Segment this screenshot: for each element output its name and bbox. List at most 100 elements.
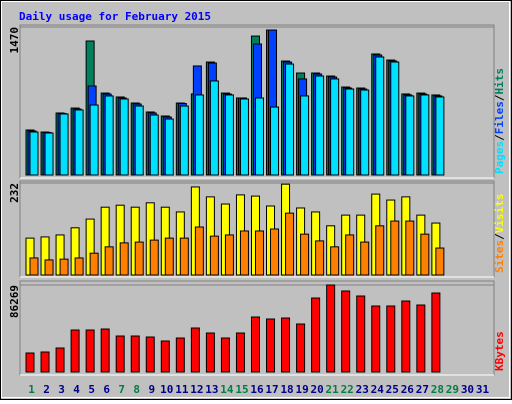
bar [29, 257, 39, 276]
bar [420, 94, 430, 176]
bar [239, 98, 249, 176]
bar [59, 258, 69, 276]
bar [405, 95, 415, 176]
legend: KBytes [493, 331, 506, 371]
bar [175, 337, 185, 373]
bar [134, 105, 144, 176]
bar [281, 317, 291, 373]
legend-entry: Sites [493, 240, 506, 273]
bar [209, 80, 219, 176]
bar [164, 237, 174, 276]
bar [285, 63, 295, 176]
frame-bevel [1, 1, 510, 398]
bar [345, 88, 355, 176]
bar [59, 113, 69, 176]
bar [254, 97, 264, 176]
bar [300, 233, 310, 276]
legend-entry: Pages [493, 141, 506, 174]
bar [115, 335, 125, 373]
bar [285, 212, 295, 276]
x-tick-label: 23 [356, 383, 369, 396]
bar [266, 318, 276, 373]
chart-title: Daily usage for February 2015 [19, 10, 211, 23]
x-tick-label: 18 [280, 383, 293, 396]
x-tick-label: 6 [103, 383, 110, 396]
bar [100, 328, 110, 373]
bar [405, 220, 415, 276]
bar [89, 104, 99, 176]
legend-separator: / [493, 94, 506, 101]
x-tick-label: 25 [386, 383, 399, 396]
bar [330, 246, 340, 276]
x-tick-label: 10 [160, 383, 173, 396]
x-tick-label: 27 [416, 383, 429, 396]
bar [250, 316, 260, 373]
bar [360, 241, 370, 276]
x-tick-label: 30 [461, 383, 474, 396]
bar [435, 247, 445, 276]
bar [55, 347, 65, 373]
x-tick-label: 11 [175, 383, 189, 396]
x-tick-label: 3 [58, 383, 65, 396]
y-tick-label: 1470 [8, 27, 21, 54]
bar [386, 305, 396, 373]
bar [44, 259, 54, 276]
x-tick-label: 29 [446, 383, 459, 396]
bar [74, 257, 84, 276]
legend-separator: / [493, 134, 506, 141]
bar [149, 114, 159, 176]
bar [239, 230, 249, 276]
bar [190, 327, 200, 373]
legend-entry: Hits [493, 68, 506, 95]
bar [315, 240, 325, 276]
bar [44, 132, 54, 176]
x-tick-label: 22 [341, 383, 354, 396]
bar [371, 305, 381, 373]
bar [341, 290, 351, 373]
bar [296, 323, 306, 373]
bar [104, 246, 114, 276]
bar [74, 109, 84, 176]
y-tick-label: 232 [8, 183, 21, 203]
x-tick-label: 15 [235, 383, 248, 396]
bar [431, 292, 441, 373]
bar [401, 300, 411, 373]
bar [270, 228, 280, 276]
bar [315, 75, 325, 176]
legend: Sites/Visits [493, 194, 506, 274]
x-tick-label: 1 [28, 383, 35, 396]
bar [390, 61, 400, 176]
legend-entry: Visits [493, 194, 506, 234]
bar [209, 235, 219, 276]
bar [205, 332, 215, 373]
x-tick-label: 19 [295, 383, 308, 396]
bar [235, 332, 245, 373]
x-tick-label: 7 [118, 383, 125, 396]
bar [134, 241, 144, 276]
bar [119, 242, 129, 276]
bar [300, 95, 310, 176]
x-tick-label: 9 [148, 383, 155, 396]
x-tick-label: 20 [311, 383, 324, 396]
x-tick-label: 28 [431, 383, 444, 396]
bar [375, 56, 385, 176]
x-tick-label: 13 [205, 383, 218, 396]
x-tick-label: 14 [220, 383, 234, 396]
x-tick-label: 24 [371, 383, 385, 396]
y-tick-label: 86269 [8, 285, 21, 318]
legend: Pages/Files/Hits [493, 68, 506, 174]
bar [25, 352, 35, 373]
bar [326, 284, 336, 373]
bar [130, 335, 140, 373]
bar [179, 105, 189, 176]
bar [145, 336, 155, 373]
bar [356, 295, 366, 373]
bar [254, 230, 264, 276]
bar [345, 234, 355, 276]
legend-entry: KBytes [493, 331, 506, 371]
x-tick-label: 12 [190, 383, 203, 396]
bar [85, 329, 95, 373]
x-tick-label: 8 [133, 383, 140, 396]
legend-entry: Files [493, 101, 506, 134]
